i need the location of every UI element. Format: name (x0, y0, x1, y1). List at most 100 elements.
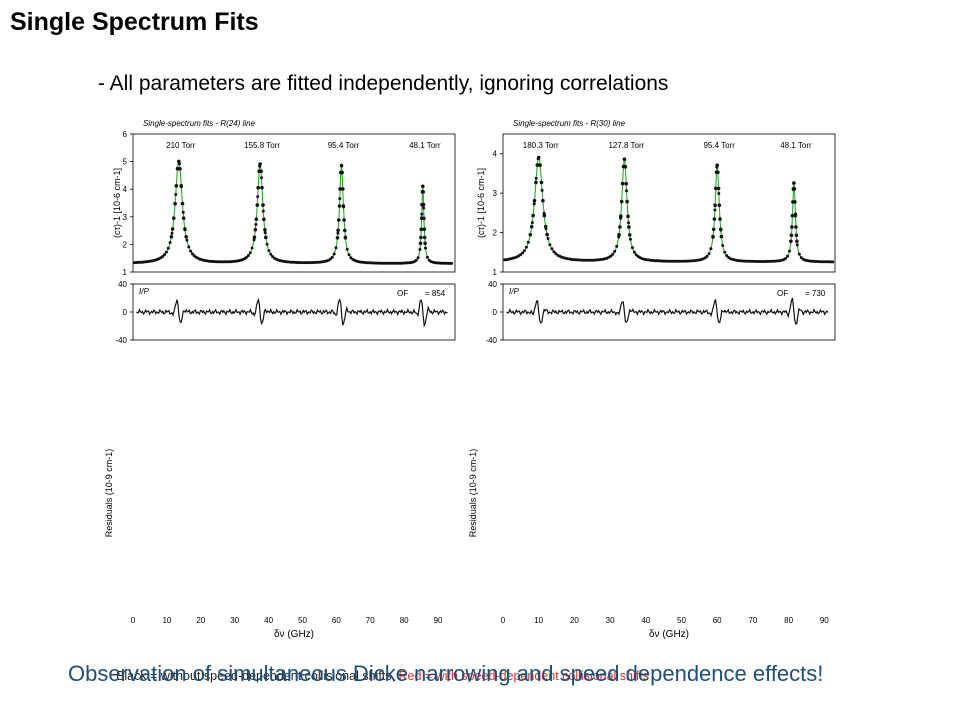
x-tick-label: 90 (820, 616, 829, 625)
data-point (552, 250, 556, 254)
bottom-y-axis-label: Residuals (10-9 cm-1) (468, 449, 478, 538)
residual-y-tick-label: 40 (488, 280, 497, 289)
data-point (422, 206, 426, 210)
peak-data-point (422, 227, 427, 232)
data-point (530, 221, 534, 225)
y-tick-label: 2 (123, 240, 128, 249)
data-point (707, 252, 711, 256)
data-point (334, 246, 338, 250)
y-tick-label: 2 (493, 229, 498, 238)
peak-data-point (531, 213, 535, 218)
peak-data-point (623, 164, 628, 169)
residual-label: I/P (139, 287, 149, 296)
of-label: OF (777, 289, 788, 298)
y-tick-label: 3 (493, 189, 498, 198)
data-point (191, 252, 194, 256)
data-point (185, 238, 189, 242)
y-axis-label: (cτ)-1 [10-6 cm-1] (112, 168, 122, 238)
data-point (786, 254, 789, 258)
peak-data-point (260, 185, 264, 190)
peak-data-point (263, 228, 267, 232)
data-point (550, 247, 554, 251)
data-point (187, 245, 191, 249)
spectrum-panel-frame (132, 133, 456, 273)
peak-data-point (170, 227, 175, 231)
data-point (613, 249, 617, 253)
x-axis-label: δν (GHz) (649, 629, 689, 640)
data-point (338, 197, 342, 201)
peak-data-point (184, 235, 188, 239)
data-point (347, 253, 351, 257)
peak-data-point (794, 225, 798, 229)
residual-y-tick-label: 0 (123, 308, 128, 317)
peak-data-point (714, 186, 718, 191)
data-point (161, 255, 165, 258)
peak-data-point (793, 200, 797, 204)
peak-data-point (711, 227, 716, 232)
peak-data-point (717, 203, 722, 208)
x-tick-label: 70 (366, 616, 375, 625)
x-axis-label: δν (GHz) (274, 629, 314, 640)
peak-data-point (539, 180, 544, 185)
data-point (628, 237, 632, 241)
x-tick-label: 0 (501, 616, 506, 625)
data-point (252, 238, 256, 242)
data-point (713, 208, 717, 212)
slide-title: Single Spectrum Fits (10, 8, 259, 36)
peak-data-point (175, 167, 180, 171)
peak-data-point (628, 233, 632, 237)
peak-data-point (542, 213, 547, 218)
peak-data-point (421, 184, 425, 189)
chart-r24: Single-spectrum fits - R(24) line 1 2 3 4 5 6 (… (104, 119, 456, 640)
peak-data-point (792, 187, 797, 191)
data-point (625, 189, 628, 193)
peak-data-point (343, 228, 347, 233)
data-point (540, 188, 544, 192)
peak-data-point (790, 225, 794, 229)
peak-data-point (174, 184, 179, 188)
fit-curve (504, 156, 833, 263)
data-point (519, 253, 522, 257)
peak-data-point (622, 157, 627, 161)
peak-data-point (255, 203, 260, 207)
data-point (627, 221, 630, 225)
data-point (717, 192, 721, 195)
data-point (420, 212, 424, 216)
data-point (170, 231, 174, 235)
data-point (534, 176, 538, 180)
x-tick-label: 30 (230, 616, 239, 625)
data-point (332, 252, 336, 256)
peak-data-point (719, 234, 724, 239)
peak-data-point (543, 224, 548, 229)
data-point (330, 255, 334, 259)
peak-data-point (181, 216, 186, 220)
data-point (784, 257, 788, 260)
data-point (548, 243, 552, 247)
data-point (524, 245, 528, 249)
peak-data-point (620, 181, 625, 186)
data-point (795, 243, 799, 247)
peak-data-point (252, 235, 257, 240)
residual-curve (506, 297, 829, 325)
peak-data-point (337, 218, 341, 222)
data-point (265, 242, 269, 246)
legend-red-text: Red = with speed-dependent collisional s… (398, 669, 649, 683)
pressure-label: 127.8 Torr (608, 141, 644, 150)
data-point (425, 255, 429, 259)
peak-data-point (541, 198, 545, 203)
x-tick-label: 40 (264, 616, 273, 625)
data-point (256, 195, 260, 199)
pressure-label: 155.8 Torr (244, 141, 280, 150)
x-tick-label: 10 (534, 616, 543, 625)
peak-data-point (627, 225, 631, 229)
data-point (611, 252, 615, 256)
data-point (261, 209, 265, 213)
peak-data-point (422, 235, 427, 240)
peak-data-point (618, 225, 622, 229)
peak-data-point (419, 227, 424, 232)
x-tick-label: 80 (784, 616, 793, 625)
data-point (345, 247, 349, 251)
of-value: = 854 (425, 289, 446, 298)
peak-data-point (538, 163, 542, 167)
slide-subtitle: - All parameters are fitted independentl… (98, 72, 669, 95)
